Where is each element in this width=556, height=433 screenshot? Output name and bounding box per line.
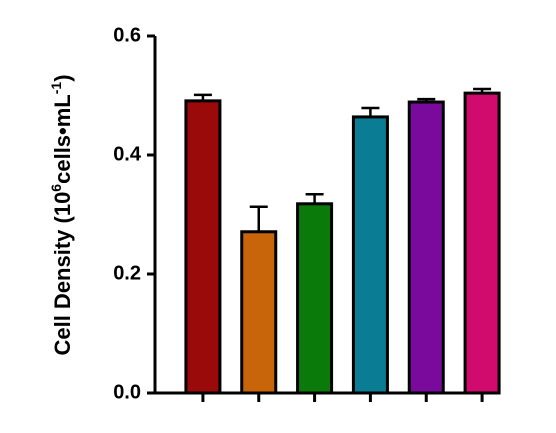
y-tick-label: 0.6 (113, 24, 141, 46)
bar (407, 100, 445, 395)
bar (351, 115, 389, 395)
y-axis-title: Cell Density (106cells•mL-1) (48, 74, 75, 355)
bar (240, 230, 278, 395)
bar (463, 91, 501, 395)
y-title-part: ) (50, 74, 75, 81)
y-title-sup: 6 (48, 184, 64, 192)
bar (184, 99, 222, 395)
bar (296, 202, 334, 395)
y-title-part: cells•mL (50, 94, 75, 184)
y-tick-label: 0.2 (113, 262, 141, 284)
y-tick-label: 0.0 (113, 381, 141, 403)
y-title-sup: -1 (48, 82, 64, 95)
y-title-part: Cell Density (10 (50, 192, 75, 356)
y-tick-label: 0.4 (113, 143, 142, 165)
